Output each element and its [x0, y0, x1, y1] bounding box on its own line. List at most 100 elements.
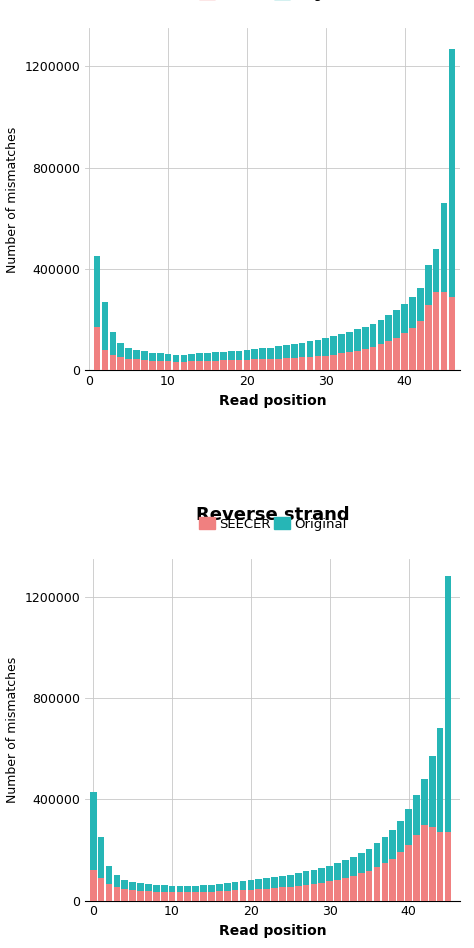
Legend: SEECER, Original: SEECER, Original: [193, 0, 352, 6]
Bar: [319, 867, 325, 901]
Bar: [346, 332, 353, 371]
Bar: [118, 357, 124, 371]
Bar: [240, 882, 246, 901]
Bar: [409, 328, 416, 371]
Bar: [374, 844, 380, 901]
Bar: [425, 304, 432, 371]
Bar: [153, 884, 160, 901]
Bar: [279, 876, 286, 901]
Bar: [255, 889, 262, 901]
Bar: [421, 825, 428, 901]
Bar: [405, 810, 412, 901]
Bar: [232, 890, 238, 901]
Legend: SEECER, Original: SEECER, Original: [193, 512, 352, 537]
Bar: [401, 304, 408, 371]
Bar: [393, 310, 400, 371]
Bar: [259, 359, 266, 371]
Bar: [370, 323, 376, 371]
Bar: [232, 882, 238, 901]
Bar: [125, 358, 132, 371]
Bar: [421, 779, 428, 901]
Bar: [417, 321, 424, 371]
Bar: [366, 870, 373, 901]
Bar: [405, 845, 412, 901]
Bar: [94, 257, 100, 371]
Bar: [433, 292, 439, 371]
Bar: [113, 875, 120, 901]
Bar: [366, 848, 373, 901]
Bar: [397, 821, 404, 901]
Bar: [109, 333, 116, 371]
Bar: [445, 832, 451, 901]
Bar: [283, 358, 290, 371]
Bar: [441, 203, 447, 371]
Bar: [275, 358, 282, 371]
Bar: [102, 302, 109, 371]
Bar: [184, 892, 191, 901]
Bar: [303, 871, 310, 901]
Bar: [224, 883, 230, 901]
Bar: [413, 795, 420, 901]
Bar: [385, 316, 392, 371]
Bar: [121, 889, 128, 901]
Bar: [212, 353, 219, 371]
Bar: [236, 360, 242, 371]
Bar: [385, 341, 392, 371]
Bar: [338, 354, 345, 371]
Bar: [240, 890, 246, 901]
Bar: [177, 886, 183, 901]
Bar: [188, 354, 195, 371]
Bar: [362, 349, 368, 371]
Bar: [448, 297, 455, 371]
Bar: [106, 884, 112, 901]
Bar: [90, 792, 97, 901]
Bar: [346, 353, 353, 371]
Bar: [200, 885, 207, 901]
Bar: [106, 866, 112, 901]
Bar: [216, 884, 223, 901]
Bar: [224, 891, 230, 901]
Bar: [334, 863, 341, 901]
Bar: [338, 335, 345, 371]
Bar: [287, 886, 293, 901]
Bar: [397, 852, 404, 901]
Bar: [267, 348, 274, 371]
Bar: [161, 885, 167, 901]
Bar: [196, 354, 203, 371]
X-axis label: Read position: Read position: [219, 924, 327, 938]
Bar: [137, 884, 144, 901]
Bar: [378, 319, 384, 371]
Bar: [157, 361, 164, 371]
Bar: [137, 891, 144, 901]
Bar: [252, 349, 258, 371]
Bar: [244, 350, 250, 371]
Bar: [228, 360, 235, 371]
Bar: [236, 351, 242, 371]
Bar: [354, 329, 361, 371]
Bar: [244, 359, 250, 371]
Bar: [192, 892, 199, 901]
Bar: [173, 361, 179, 371]
Title: Reverse strand: Reverse strand: [196, 505, 349, 523]
Bar: [413, 835, 420, 901]
Bar: [310, 884, 317, 901]
Bar: [220, 360, 227, 371]
Bar: [319, 883, 325, 901]
Bar: [441, 292, 447, 371]
Bar: [133, 359, 140, 371]
Bar: [129, 890, 136, 901]
Bar: [299, 357, 305, 371]
Bar: [433, 249, 439, 371]
Bar: [208, 892, 215, 901]
Bar: [169, 892, 175, 901]
Bar: [204, 361, 211, 371]
Bar: [350, 876, 357, 901]
Bar: [445, 576, 451, 901]
Bar: [382, 837, 388, 901]
Bar: [173, 355, 179, 371]
Bar: [409, 297, 416, 371]
Bar: [295, 885, 301, 901]
Bar: [315, 340, 321, 371]
Bar: [102, 350, 109, 371]
Bar: [437, 832, 443, 901]
